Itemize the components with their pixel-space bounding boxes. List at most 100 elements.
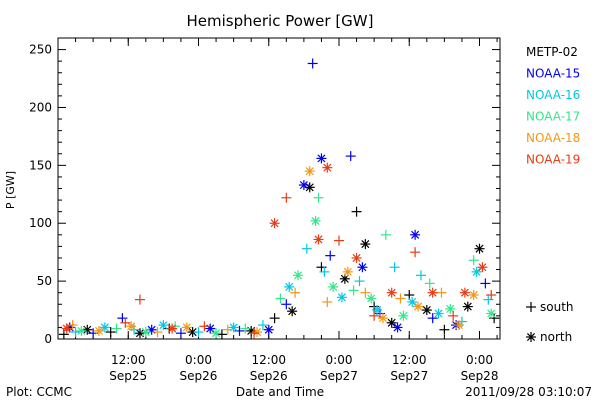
x-axis-label: Date and Time xyxy=(236,385,324,399)
data-point-metp-02 xyxy=(421,305,432,316)
data-point-noaa-16 xyxy=(284,281,295,292)
data-point-metp-02 xyxy=(187,327,198,338)
data-point-noaa-17 xyxy=(398,310,409,321)
data-point-noaa-19 xyxy=(448,310,459,321)
data-point-noaa-17 xyxy=(380,229,391,240)
data-point-noaa-18 xyxy=(126,321,137,332)
data-point-noaa-15 xyxy=(307,58,318,69)
data-point-noaa-16 xyxy=(257,320,268,331)
chart-title: Hemispheric Power [GW] xyxy=(187,12,374,30)
data-point-noaa-15 xyxy=(316,153,327,164)
data-point-noaa-15 xyxy=(427,313,438,324)
x-tick-label-time: 0:00 xyxy=(185,353,212,367)
data-point-noaa-17 xyxy=(275,293,286,304)
data-point-noaa-16 xyxy=(228,322,239,333)
plot-credit: Plot: CCMC xyxy=(6,385,72,399)
y-tick-label: 50 xyxy=(37,274,52,288)
data-point-noaa-18 xyxy=(181,322,192,333)
data-point-noaa-18 xyxy=(342,266,353,277)
data-point-noaa-15 xyxy=(175,328,186,339)
data-point-metp-02 xyxy=(474,243,485,254)
y-tick-label: 150 xyxy=(29,158,52,172)
data-point-noaa-19 xyxy=(386,287,397,298)
x-tick-label-date: Sep25 xyxy=(109,369,147,383)
y-tick-label: 250 xyxy=(29,43,52,57)
data-point-noaa-17 xyxy=(348,285,359,296)
data-point-noaa-17 xyxy=(468,255,479,266)
data-point-noaa-18 xyxy=(360,287,371,298)
x-tick-label-date: Sep26 xyxy=(250,369,288,383)
data-point-noaa-18 xyxy=(290,287,301,298)
data-point-noaa-15 xyxy=(263,324,274,335)
data-point-noaa-16 xyxy=(415,270,426,281)
data-point-noaa-16 xyxy=(407,296,418,307)
data-point-noaa-16 xyxy=(301,243,312,254)
legend-marker-asterisk xyxy=(526,332,536,342)
data-point-noaa-18 xyxy=(222,324,233,335)
data-point-noaa-19 xyxy=(269,218,280,229)
data-point-metp-02 xyxy=(269,313,280,324)
data-point-noaa-18 xyxy=(152,327,163,338)
x-tick-label-time: 0:00 xyxy=(466,353,493,367)
data-point-noaa-19 xyxy=(249,328,260,339)
legend-entry: METP-02 xyxy=(526,45,578,59)
data-point-noaa-15 xyxy=(234,325,245,336)
data-point-noaa-17 xyxy=(76,325,87,336)
data-point-noaa-16 xyxy=(319,266,330,277)
x-tick-label-time: 0:00 xyxy=(326,353,353,367)
data-point-noaa-17 xyxy=(366,293,377,304)
data-point-noaa-19 xyxy=(427,287,438,298)
x-tick-label-time: 12:00 xyxy=(392,353,427,367)
data-point-noaa-18 xyxy=(413,301,424,312)
data-point-noaa-15 xyxy=(357,262,368,273)
x-tick-label-date: Sep27 xyxy=(390,369,428,383)
data-point-noaa-18 xyxy=(322,296,333,307)
data-point-noaa-16 xyxy=(158,320,169,331)
data-point-noaa-19 xyxy=(477,262,488,273)
data-point-noaa-19 xyxy=(134,294,145,305)
data-point-noaa-17 xyxy=(328,281,339,292)
data-point-noaa-17 xyxy=(424,278,435,289)
y-tick-label: 100 xyxy=(29,216,52,230)
data-point-noaa-19 xyxy=(120,317,131,328)
data-point-noaa-15 xyxy=(480,278,491,289)
x-tick-label-time: 12:00 xyxy=(251,353,286,367)
data-point-noaa-17 xyxy=(140,327,151,338)
marker-legend-label: north xyxy=(540,330,572,344)
data-point-metp-02 xyxy=(304,182,315,193)
data-point-metp-02 xyxy=(351,206,362,217)
x-tick-label-date: Sep26 xyxy=(180,369,218,383)
data-point-noaa-17 xyxy=(486,308,497,319)
data-point-metp-02 xyxy=(360,239,371,250)
data-point-noaa-19 xyxy=(486,290,497,301)
data-point-metp-02 xyxy=(105,327,116,338)
legend-entry: NOAA-19 xyxy=(526,153,580,167)
data-point-noaa-16 xyxy=(433,308,444,319)
data-point-noaa-16 xyxy=(99,322,110,333)
data-point-noaa-18 xyxy=(67,320,78,331)
data-point-noaa-19 xyxy=(369,310,380,321)
data-point-metp-02 xyxy=(134,328,145,339)
data-point-noaa-16 xyxy=(336,292,347,303)
data-point-metp-02 xyxy=(439,324,450,335)
data-point-noaa-19 xyxy=(459,287,470,298)
data-point-noaa-18 xyxy=(93,325,104,336)
data-point-noaa-17 xyxy=(111,323,122,334)
data-point-noaa-15 xyxy=(205,323,216,334)
legend-entry: NOAA-15 xyxy=(526,67,580,81)
y-axis-label: P [GW] xyxy=(4,171,17,209)
legend-marker-plus xyxy=(526,302,536,312)
data-point-noaa-17 xyxy=(310,215,321,226)
marker-legend-label: south xyxy=(540,300,574,314)
data-point-noaa-16 xyxy=(354,276,365,287)
data-point-metp-02 xyxy=(216,329,227,340)
data-point-noaa-19 xyxy=(281,192,292,203)
x-tick-label-date: Sep28 xyxy=(461,369,499,383)
data-point-noaa-18 xyxy=(436,287,447,298)
data-point-noaa-19 xyxy=(322,162,333,173)
data-point-noaa-17 xyxy=(240,323,251,334)
data-point-noaa-18 xyxy=(304,166,315,177)
data-point-noaa-17 xyxy=(293,270,304,281)
data-point-noaa-17 xyxy=(313,192,324,203)
